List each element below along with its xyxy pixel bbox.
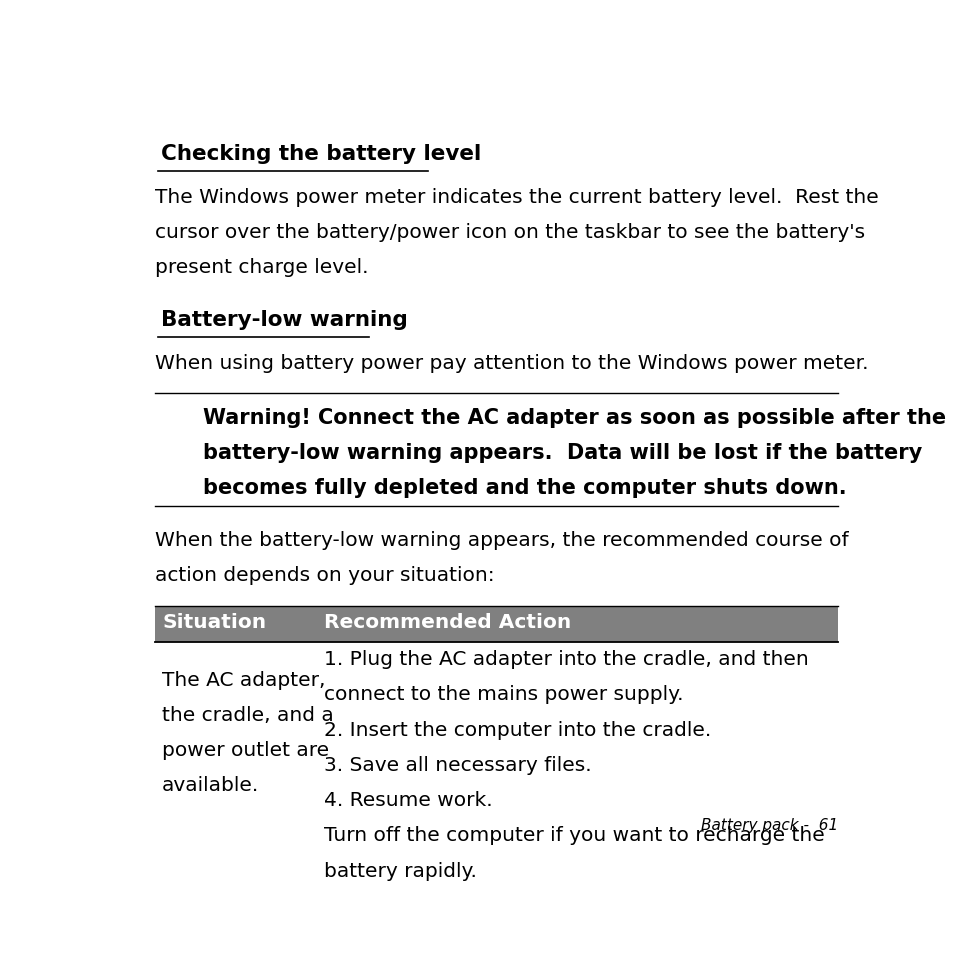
Text: 1. Plug the AC adapter into the cradle, and then: 1. Plug the AC adapter into the cradle, … (324, 649, 808, 668)
Text: When using battery power pay attention to the Windows power meter.: When using battery power pay attention t… (154, 354, 867, 373)
Text: battery-low warning appears.  Data will be lost if the battery: battery-low warning appears. Data will b… (203, 442, 922, 462)
Text: The Windows power meter indicates the current battery level.  Rest the: The Windows power meter indicates the cu… (154, 188, 878, 207)
Text: 2. Insert the computer into the cradle.: 2. Insert the computer into the cradle. (324, 720, 711, 739)
Text: Turn off the computer if you want to recharge the: Turn off the computer if you want to rec… (324, 825, 824, 844)
Text: available.: available. (162, 776, 259, 795)
Text: connect to the mains power supply.: connect to the mains power supply. (324, 684, 683, 703)
Text: Recommended Action: Recommended Action (324, 613, 571, 632)
Bar (154, 607, 837, 642)
Text: When the battery-low warning appears, the recommended course of: When the battery-low warning appears, th… (154, 531, 847, 550)
Text: Battery pack -  61: Battery pack - 61 (700, 817, 837, 832)
Text: power outlet are: power outlet are (162, 740, 329, 760)
Text: becomes fully depleted and the computer shuts down.: becomes fully depleted and the computer … (203, 477, 845, 497)
Text: 4. Resume work.: 4. Resume work. (324, 790, 492, 809)
Text: Battery-low warning: Battery-low warning (160, 310, 407, 330)
Text: Checking the battery level: Checking the battery level (160, 144, 480, 164)
Text: action depends on your situation:: action depends on your situation: (154, 566, 494, 584)
Text: battery rapidly.: battery rapidly. (324, 861, 476, 880)
Text: The AC adapter,: The AC adapter, (162, 670, 325, 689)
Text: Warning! Connect the AC adapter as soon as possible after the: Warning! Connect the AC adapter as soon … (203, 407, 945, 427)
Text: 3. Save all necessary files.: 3. Save all necessary files. (324, 755, 591, 774)
Text: cursor over the battery/power icon on the taskbar to see the battery's: cursor over the battery/power icon on th… (154, 223, 864, 242)
Text: the cradle, and a: the cradle, and a (162, 705, 334, 724)
Text: Situation: Situation (162, 613, 266, 632)
Text: present charge level.: present charge level. (154, 258, 368, 277)
